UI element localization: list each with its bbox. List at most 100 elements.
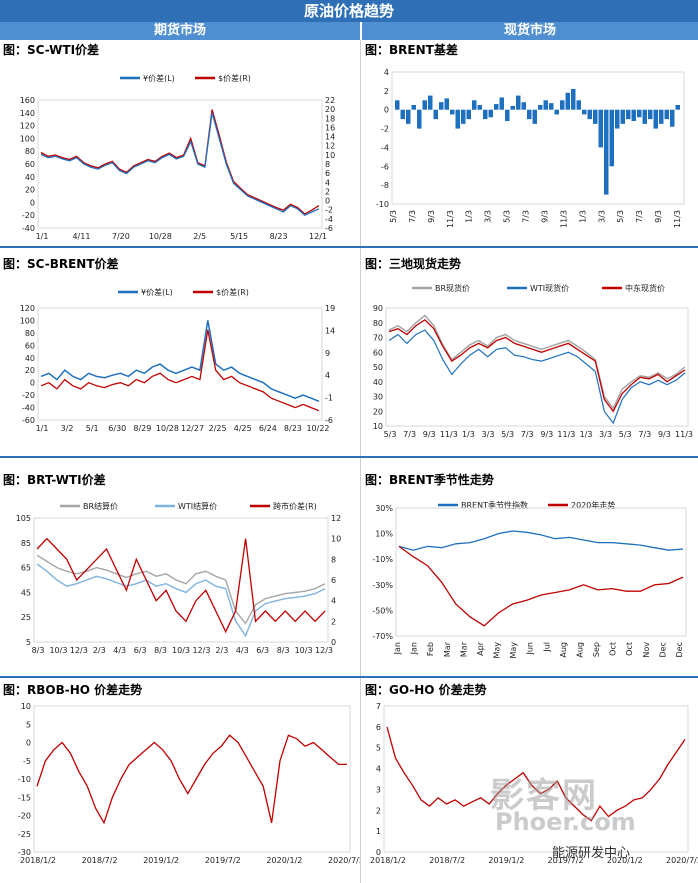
chart-brentseason: BRENT季节性指数 2020年走势30%10%-10%-30%-50%-70%J… (372, 500, 687, 659)
x-tick-label: 7/3 (638, 430, 651, 439)
panel-goho: 图：GO-HO 价差走势 7 6 5 4 3 2 1 0 2018/1/2 2018/7/2 201… (362, 680, 698, 880)
x-tick-label: 2/3 (215, 646, 228, 655)
x-tick-label: 10/22 (306, 424, 329, 433)
x-tick-label: 8/23 (270, 232, 288, 241)
basis-bar (582, 109, 587, 115)
x-tick-label: 5/15 (230, 232, 248, 241)
y-tick-label: -10% (372, 555, 393, 564)
series-line (36, 563, 326, 638)
y2-tick-label: -1 (325, 394, 333, 403)
x-tick-label: 6/3 (134, 646, 147, 655)
basis-bar (532, 109, 537, 124)
legend-label: $价差(R) (216, 287, 249, 297)
x-tick-label: 7/3 (521, 430, 534, 439)
x-tick-label: Dec (658, 642, 667, 657)
panel-scbrent: 图：SC-BRENT价差 ¥价差(L) $价差(R) 120 100 80 60 40 20 0… (0, 254, 360, 444)
basis-bar (433, 109, 438, 120)
plot-area (385, 307, 689, 427)
y2-tick-label: 9 (325, 349, 330, 358)
plot-area (391, 71, 685, 205)
y-tick-label: 0 (376, 848, 381, 857)
y-tick-label: 20 (25, 186, 35, 195)
x-tick-label: 1/1 (36, 424, 49, 433)
x-tick-label: 11/3 (440, 430, 458, 439)
basis-bar (626, 109, 631, 120)
y-tick-label: 70 (373, 334, 383, 343)
y2-tick-label: 22 (325, 96, 335, 105)
y2-tick-label: 0 (331, 638, 336, 647)
x-tick-label: Apr (476, 641, 485, 656)
y2-tick-label: 4 (325, 371, 330, 380)
y-tick-label: -6 (381, 162, 389, 171)
y-tick-label: 80 (373, 319, 383, 328)
x-tick-label: Aug (575, 642, 584, 658)
x-tick-label: 10/28 (156, 424, 179, 433)
x-tick-label: 5/3 (503, 210, 512, 223)
basis-bar (472, 100, 477, 110)
series-line (40, 320, 320, 402)
y-tick-label: 1 (376, 827, 381, 836)
y-tick-label: -20 (18, 812, 31, 821)
plot-area (33, 705, 351, 853)
x-tick-label: 2019/7/2 (205, 856, 241, 865)
y2-tick-label: 8 (325, 160, 330, 169)
y-tick-label: -30 (18, 848, 31, 857)
panel-title: 图：BRENT基差 (365, 43, 458, 57)
basis-bar (609, 109, 614, 167)
x-tick-label: 2019/1/2 (143, 856, 179, 865)
basis-bar (653, 109, 658, 129)
y2-tick-label: 2 (325, 187, 330, 196)
y-tick-label: 90 (373, 304, 383, 313)
y-tick-label: -40 (22, 224, 35, 233)
x-tick-label: 11/3 (446, 210, 455, 228)
x-tick-label: Jan (410, 642, 419, 655)
x-tick-label: Nov (642, 642, 651, 658)
basis-bar (477, 105, 482, 110)
x-tick-label: 2020/1/2 (607, 856, 643, 865)
x-tick-label: 11/3 (673, 210, 682, 228)
x-tick-label: 4/3 (236, 646, 249, 655)
legend-label: WTI现货价 (530, 283, 569, 293)
legend-label: BR结算价 (83, 501, 118, 511)
x-tick-label: 5/3 (389, 210, 398, 223)
basis-bar (604, 109, 609, 195)
basis-bar (549, 103, 554, 110)
x-tick-label: 6/3 (256, 646, 269, 655)
x-tick-label: 11/3 (559, 210, 568, 228)
y-tick-label: 0 (30, 198, 35, 207)
basis-bar (543, 100, 548, 110)
y-tick-label: 30 (373, 393, 383, 402)
y2-tick-label: 18 (325, 114, 335, 123)
legend-label: BR现货价 (435, 283, 470, 293)
x-tick-label: 5/1 (86, 424, 99, 433)
basis-bar (631, 109, 636, 122)
x-tick-label: 1/3 (462, 430, 475, 439)
source-label: 能源研发中心 (552, 846, 631, 861)
y-tick-label: 105 (16, 514, 31, 523)
x-tick-label: May (493, 642, 502, 659)
y-tick-label: 85 (21, 539, 31, 548)
basis-bar (538, 105, 543, 110)
basis-bar (505, 109, 510, 122)
y-tick-label: -5 (23, 757, 31, 766)
basis-bar (395, 100, 400, 110)
y-tick-label: 20 (373, 407, 383, 416)
x-tick-label: May (509, 642, 518, 659)
y-tick-label: 25 (21, 613, 31, 622)
x-tick-label: 10/3 (172, 646, 190, 655)
chart-scwti: ¥价差(L) $价差(R)160140120100806040200-20-402… (20, 73, 335, 241)
basis-bar (675, 105, 680, 110)
column-divider (360, 40, 361, 883)
y-tick-label: 5 (26, 720, 31, 729)
y-tick-label: 2 (384, 87, 389, 96)
x-tick-label: Sep (592, 642, 601, 657)
panel-title: 图：BRT-WTI价差 (3, 473, 106, 487)
x-tick-label: 2019/7/2 (548, 856, 584, 865)
y2-tick-label: 12 (325, 142, 335, 151)
basis-bar (411, 105, 416, 110)
y-tick-label: 30% (375, 504, 393, 513)
x-tick-label: 2019/1/2 (488, 856, 524, 865)
x-tick-label: 3/3 (484, 210, 493, 223)
